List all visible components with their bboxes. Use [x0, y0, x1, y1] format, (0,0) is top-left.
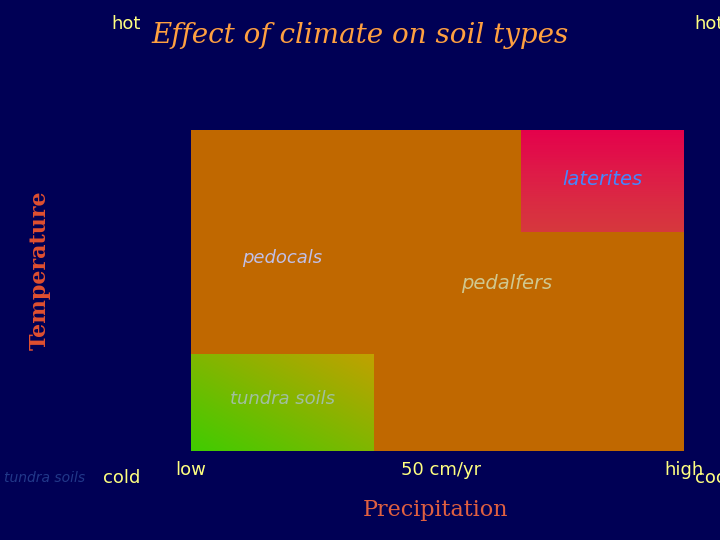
Text: 50 cm/yr: 50 cm/yr [400, 461, 481, 479]
Text: Precipitation: Precipitation [363, 500, 508, 521]
Text: Effect of climate on soil types: Effect of climate on soil types [151, 22, 569, 49]
Text: low: low [176, 461, 206, 479]
Text: high: high [665, 461, 703, 479]
Text: cold: cold [103, 469, 140, 487]
Text: laterites: laterites [562, 170, 643, 189]
Text: tundra soils: tundra soils [4, 471, 85, 485]
Text: pedalfers: pedalfers [461, 274, 552, 293]
Text: cool: cool [695, 469, 720, 487]
Text: hot: hot [111, 15, 140, 33]
Text: pedocals: pedocals [242, 249, 322, 267]
Text: hot: hot [695, 15, 720, 33]
Text: Temperature: Temperature [29, 190, 50, 350]
Text: tundra soils: tundra soils [230, 390, 335, 408]
